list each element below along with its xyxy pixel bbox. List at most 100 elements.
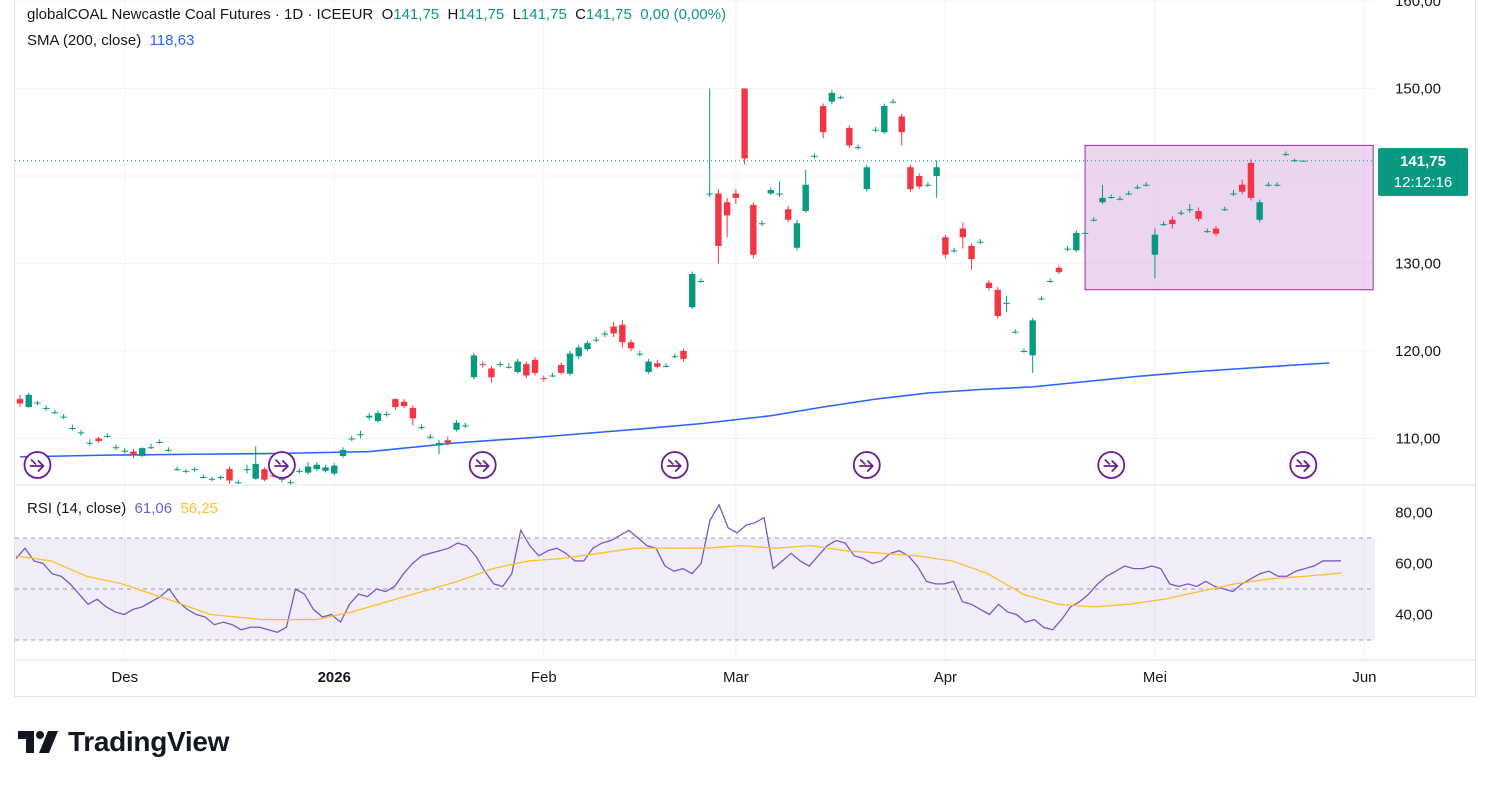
candle	[200, 474, 207, 479]
candle	[828, 90, 836, 105]
candle	[1134, 184, 1141, 190]
candle-body	[994, 289, 1001, 316]
event-marker-icon[interactable]	[23, 451, 52, 479]
candle-body	[435, 442, 443, 446]
candle	[671, 353, 678, 358]
highlight-rectangle[interactable]	[1084, 144, 1374, 291]
event-marker-icon[interactable]	[1097, 451, 1126, 479]
highlight-rect	[1084, 144, 1374, 291]
event-marker-tail	[1104, 459, 1111, 465]
time-tick-label: Jun	[1352, 669, 1376, 686]
time-tick-label: 2026	[318, 669, 351, 686]
event-marker-icon[interactable]	[1289, 451, 1318, 479]
candle-body	[723, 202, 731, 216]
candle-body	[898, 116, 905, 133]
time-axis[interactable]: Des 2026 Feb Mar Apr Mei Jun	[111, 669, 1376, 686]
tradingview-logo[interactable]: TradingView	[18, 726, 229, 758]
event-marker-arrow	[274, 460, 289, 472]
candle	[313, 462, 321, 471]
candle-body	[383, 414, 390, 415]
candle-body	[1230, 193, 1237, 195]
sma-label[interactable]: SMA (200, close)	[27, 32, 142, 49]
candle	[872, 127, 879, 133]
candle-body	[1256, 202, 1263, 220]
candle	[540, 375, 547, 382]
candle-body	[758, 223, 766, 225]
candle-body	[706, 193, 713, 195]
candle-body	[418, 427, 425, 429]
price-axis[interactable]: 110,00 120,00 130,00 150,00 160,00	[1395, 0, 1441, 448]
candle-body	[1282, 154, 1290, 156]
candle-body	[1108, 197, 1115, 198]
candle-body	[304, 466, 312, 473]
candle-body	[1142, 184, 1150, 186]
candle-body	[523, 364, 530, 376]
candle	[1282, 151, 1290, 156]
candle-body	[1020, 351, 1028, 352]
candle	[566, 351, 574, 376]
event-marker-tail	[475, 459, 482, 465]
candle	[985, 280, 993, 291]
candle	[235, 479, 242, 484]
candle	[322, 464, 329, 473]
candle-body	[217, 477, 224, 478]
candle	[173, 466, 181, 471]
candle	[610, 322, 617, 337]
event-marker-icon[interactable]	[852, 451, 881, 479]
candle-body	[104, 435, 111, 437]
candle-body	[182, 470, 190, 472]
event-marker-icon[interactable]	[468, 451, 497, 479]
candle	[34, 400, 41, 406]
rsi-axis[interactable]: 40,00 60,00 80,00	[1395, 505, 1433, 624]
candle-body	[374, 413, 382, 421]
candle-body	[252, 463, 259, 479]
candle-body	[505, 366, 513, 368]
candle	[898, 113, 905, 146]
low-label: L	[512, 6, 521, 23]
candle-body	[549, 375, 556, 377]
candle-body	[287, 482, 294, 484]
candle-body	[479, 364, 486, 366]
candle	[435, 440, 443, 455]
time-tick-label: Apr	[934, 669, 957, 686]
candle	[793, 219, 801, 251]
candle-body	[112, 447, 120, 449]
candle	[287, 479, 294, 485]
candle-body	[1247, 162, 1255, 198]
candle-body	[872, 129, 879, 131]
time-tick-label: Mei	[1143, 669, 1167, 686]
candle	[802, 169, 809, 213]
candle	[121, 448, 128, 454]
candle-body	[1090, 219, 1097, 221]
event-marker-icon[interactable]	[267, 451, 296, 479]
candle	[296, 468, 303, 474]
price-tick-label: 150,00	[1395, 81, 1441, 98]
candle-body	[444, 440, 451, 443]
candle	[662, 363, 670, 368]
rsi-label[interactable]: RSI (14, close)	[27, 500, 127, 517]
candle	[732, 189, 740, 204]
rsi-tick-label: 40,00	[1395, 607, 1433, 624]
symbol-title[interactable]: globalCOAL Newcastle Coal Futures · 1D ·…	[27, 6, 374, 23]
candle	[1169, 216, 1176, 229]
candle-body	[1125, 193, 1132, 195]
candle	[1003, 295, 1010, 312]
candle-body	[51, 412, 59, 414]
event-marker-circle	[852, 451, 881, 479]
event-marker-icon[interactable]	[660, 451, 689, 479]
candle	[1239, 179, 1246, 195]
event-marker-arrow	[1295, 460, 1311, 472]
candle-body	[322, 467, 329, 471]
candle	[715, 189, 722, 264]
candle	[1160, 221, 1167, 226]
candle	[348, 435, 355, 442]
candle	[575, 344, 582, 359]
candle-body	[409, 407, 417, 419]
event-marker-arrow	[666, 460, 682, 472]
candle	[994, 287, 1001, 319]
candle-body	[514, 361, 521, 372]
candle-body	[226, 469, 233, 481]
candle	[1064, 246, 1071, 252]
candle-body	[1003, 302, 1010, 304]
